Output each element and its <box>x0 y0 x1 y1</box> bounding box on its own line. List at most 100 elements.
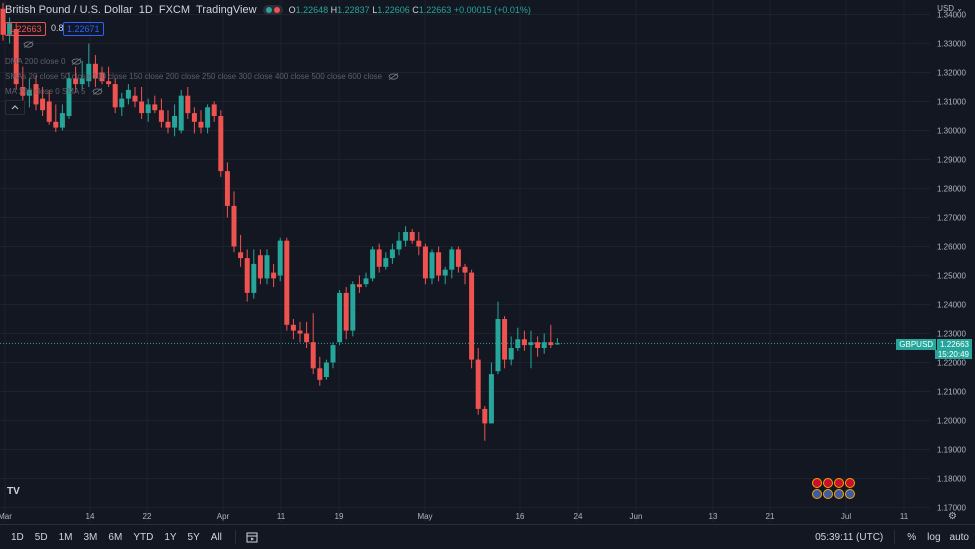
time-tick-label: Jul <box>841 512 851 521</box>
time-tick-label: 14 <box>86 512 95 521</box>
tradingview-logo-icon[interactable]: TV <box>7 486 20 497</box>
range-6m[interactable]: 6M <box>108 531 123 543</box>
us-flag-icon[interactable] <box>812 489 822 499</box>
indicator-legend-2[interactable]: SMAs 20 close 50 close 100 close 150 clo… <box>5 72 399 81</box>
candle-body <box>330 345 336 363</box>
range-5y[interactable]: 5Y <box>187 531 200 543</box>
candle-body <box>178 95 184 131</box>
candle-body <box>73 78 79 85</box>
range-1y[interactable]: 1Y <box>164 531 177 543</box>
range-ytd[interactable]: YTD <box>133 531 154 543</box>
interval-label[interactable]: 1D <box>138 4 153 16</box>
candle-body <box>172 116 178 128</box>
candle-body <box>521 339 527 346</box>
chart-header: British Pound / U.S. Dollar 1D FXCM Trad… <box>5 4 531 16</box>
candles <box>0 2 560 441</box>
uk-flag-icon[interactable] <box>834 478 844 488</box>
candle-body <box>205 107 211 128</box>
candle-body <box>185 95 191 114</box>
price-tick-label: 1.33000 <box>937 40 966 49</box>
candle-body <box>389 249 395 259</box>
candle-body <box>350 284 356 331</box>
last-price-symbol: GBPUSD <box>896 339 937 350</box>
sell-button[interactable]: 1.22663 <box>5 22 46 36</box>
candle-body <box>396 240 402 250</box>
candle-body <box>79 78 85 85</box>
candle-body <box>337 292 343 343</box>
eye-hidden-icon[interactable] <box>71 58 82 65</box>
date-range-icon[interactable] <box>246 531 258 543</box>
range-3m[interactable]: 3M <box>83 531 98 543</box>
price-tick-label: 1.23000 <box>937 330 966 339</box>
uk-flag-icon[interactable] <box>845 478 855 488</box>
candle-body <box>515 339 521 348</box>
eye-hidden-icon[interactable] <box>23 41 34 48</box>
time-tick-label: 24 <box>574 512 583 521</box>
indicator-legend-1[interactable]: DMA 200 close 0 <box>5 57 82 66</box>
candle-body <box>20 87 26 96</box>
chevron-down-icon: ⌄ <box>956 4 963 13</box>
candle-body <box>86 63 92 82</box>
candle-body <box>297 330 303 334</box>
eye-icon-row[interactable] <box>23 41 34 48</box>
close-label: C <box>412 5 419 15</box>
candle-body <box>238 252 244 259</box>
candle-body <box>191 113 197 122</box>
eye-hidden-icon[interactable] <box>92 88 103 95</box>
candle-body <box>449 249 455 270</box>
open-label: O <box>288 5 296 15</box>
range-all[interactable]: All <box>210 531 222 543</box>
candle-body <box>277 240 283 276</box>
price-tick-label: 1.21000 <box>937 388 966 397</box>
candle-body <box>7 23 13 35</box>
candle-body <box>304 333 310 343</box>
percent-toggle[interactable]: % <box>907 531 917 543</box>
range-1d[interactable]: 1D <box>11 531 24 543</box>
candle-body <box>383 258 389 267</box>
candle-body <box>271 272 277 279</box>
candle-body <box>403 232 409 241</box>
log-toggle[interactable]: log <box>927 531 941 543</box>
candle-body <box>469 272 475 360</box>
candle-body <box>66 78 72 116</box>
utc-clock[interactable]: 05:39:11 (UTC) <box>815 531 884 543</box>
uk-flag-icon[interactable] <box>823 478 833 488</box>
collapse-legend-button[interactable] <box>5 100 25 115</box>
auto-toggle[interactable]: auto <box>949 531 969 543</box>
candle-body <box>528 342 534 346</box>
us-flag-icon[interactable] <box>834 489 844 499</box>
candle-body <box>112 84 118 108</box>
candle-body <box>119 98 125 108</box>
candle-body <box>363 278 369 285</box>
market-status-toggle[interactable] <box>262 5 283 15</box>
price-axis[interactable]: 1.34000 1.33000 1.32000 1.31000 1.30000 1.290… <box>937 11 966 513</box>
candle-body <box>13 29 19 85</box>
candle-body <box>462 266 468 273</box>
range-1m[interactable]: 1M <box>58 531 73 543</box>
candle-body <box>284 240 290 325</box>
uk-flag-icon[interactable] <box>812 478 822 488</box>
time-axis[interactable]: Mar 14 22 Apr 11 19 May 16 24 Jun 13 21 Jul 11 ⚙ <box>0 511 957 522</box>
indicator-legend-3[interactable]: MA 200 close 0 SMA 5 <box>5 87 103 96</box>
candle-body <box>165 121 171 128</box>
candle-body <box>99 72 105 82</box>
candle-body <box>482 408 488 424</box>
eye-hidden-icon[interactable] <box>388 73 399 80</box>
us-flag-icon[interactable] <box>823 489 833 499</box>
currency-selector[interactable]: USD ⌄ <box>937 4 963 13</box>
candle-body <box>422 246 428 279</box>
price-tick-label: 1.24000 <box>937 301 966 310</box>
candle-body <box>257 255 263 279</box>
candle-body <box>343 292 349 331</box>
candle-body <box>106 81 112 85</box>
gear-icon[interactable]: ⚙ <box>948 511 957 522</box>
candle-body <box>0 8 6 35</box>
economic-events[interactable] <box>812 478 855 500</box>
price-tick-label: 1.30000 <box>937 127 966 136</box>
candle-body <box>53 121 59 128</box>
range-5d[interactable]: 5D <box>34 531 48 543</box>
buy-button[interactable]: 1.22671 <box>63 22 104 36</box>
us-flag-icon[interactable] <box>845 489 855 499</box>
symbol-name[interactable]: British Pound / U.S. Dollar <box>5 4 133 16</box>
